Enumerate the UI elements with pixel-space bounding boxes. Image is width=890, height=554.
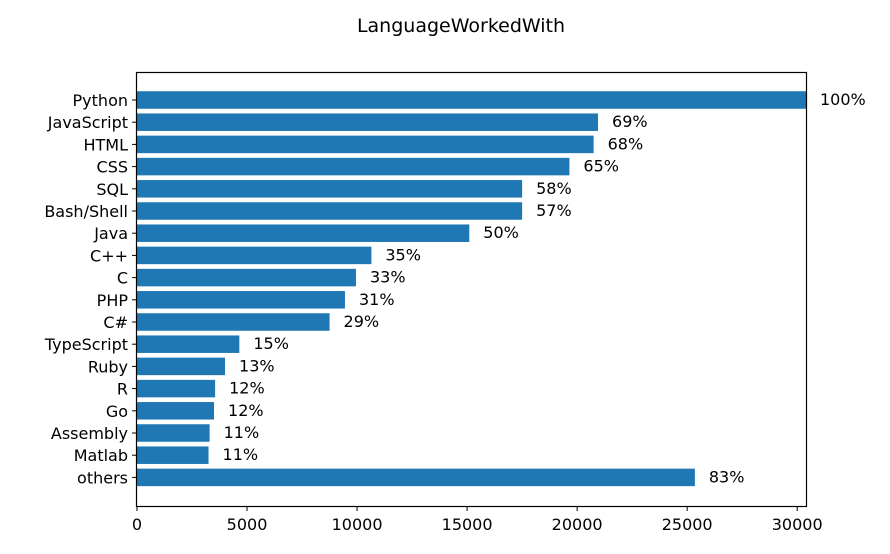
x-tick-label: 25000 — [662, 515, 713, 534]
x-tick-label: 0 — [132, 515, 142, 534]
bar-value-label: 29% — [344, 312, 380, 331]
bar-matlab — [137, 446, 209, 464]
bar-value-label: 11% — [223, 445, 259, 464]
bar-others — [137, 468, 695, 487]
y-tick-label: SQL — [96, 180, 128, 199]
y-tick-label: JavaScript — [47, 113, 128, 132]
bar-value-label: 100% — [820, 90, 866, 109]
x-tick-label: 5000 — [227, 515, 268, 534]
bar-go — [137, 402, 215, 420]
bar-javascript — [137, 113, 599, 131]
bar-r — [137, 379, 216, 398]
y-tick-label: Matlab — [74, 446, 128, 465]
y-tick-label: Ruby — [88, 357, 128, 376]
y-tick-label: Bash/Shell — [44, 202, 128, 221]
bar-value-label: 58% — [536, 179, 572, 198]
bar-value-labels: 100% 69% 68% 65% 58% 57% 50% 35% 33% 31% 29% 15% 13%… — [223, 90, 866, 486]
bar-value-label: 15% — [253, 334, 289, 353]
bar-value-label: 68% — [608, 134, 644, 153]
bar-value-label: 12% — [228, 401, 264, 420]
y-tick-label: C# — [103, 313, 128, 332]
x-axis: 0 5000 10000 15000 20000 25000 30000 — [132, 506, 823, 534]
y-tick-label: TypeScript — [44, 335, 128, 354]
bar-value-label: 12% — [229, 379, 265, 398]
bar-value-label: 50% — [483, 223, 519, 242]
bar-c — [137, 268, 356, 287]
y-tick-label: HTML — [83, 135, 128, 154]
x-tick-label: 20000 — [552, 515, 603, 534]
bar-value-label: 35% — [385, 245, 421, 264]
bars-group — [137, 91, 806, 487]
bar-c- — [137, 246, 372, 265]
bar-typescript — [137, 335, 240, 353]
chart-title: LanguageWorkedWith — [357, 15, 565, 37]
x-tick-label: 10000 — [332, 515, 383, 534]
y-tick-label: Assembly — [51, 424, 128, 443]
y-tick-label: C — [117, 269, 128, 288]
y-tick-label: R — [117, 380, 128, 399]
y-tick-label: Java — [93, 224, 128, 243]
bar-assembly — [137, 424, 210, 442]
bar-value-label: 13% — [239, 356, 275, 375]
bar-value-label: 31% — [359, 290, 395, 309]
plot-frame — [135, 71, 808, 508]
bar-bash-shell — [137, 202, 523, 220]
y-tick-label: PHP — [97, 291, 129, 310]
bar-value-label: 57% — [536, 201, 572, 220]
bar-sql — [137, 180, 523, 198]
bar-php — [137, 291, 345, 309]
bar-html — [137, 135, 594, 154]
bar-css — [137, 157, 570, 176]
bar-value-label: 69% — [612, 112, 648, 131]
y-tick-label: Go — [106, 402, 128, 421]
y-tick-label: Python — [73, 91, 128, 110]
bar-ruby — [137, 357, 226, 376]
bar-value-label: 33% — [370, 268, 406, 287]
bar-value-label: 83% — [709, 467, 745, 486]
bar-python — [137, 91, 806, 109]
y-tick-label: CSS — [97, 158, 128, 177]
bar-java — [137, 224, 470, 242]
y-tick-labels: Python JavaScript HTML CSS SQL Bash/Shell Java… — [44, 91, 137, 487]
bar-value-label: 65% — [583, 157, 619, 176]
y-tick-label: others — [77, 468, 128, 487]
bar-value-label: 11% — [224, 423, 260, 442]
y-tick-label: C++ — [90, 246, 128, 265]
bar-c- — [137, 313, 330, 331]
x-tick-label: 30000 — [772, 515, 823, 534]
x-tick-label: 15000 — [442, 515, 493, 534]
